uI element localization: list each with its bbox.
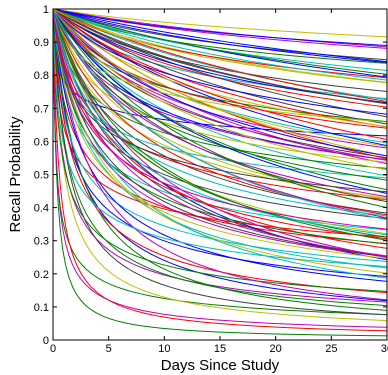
y-tick-label: 0.1: [34, 302, 49, 314]
x-tick-label: 5: [106, 343, 112, 355]
series-line-98: [53, 9, 387, 193]
series-line-93: [53, 9, 387, 75]
y-tick-label: 0.3: [34, 236, 49, 248]
y-tick-label: 0.6: [34, 136, 49, 148]
series-line-92: [53, 9, 387, 115]
series-line-103: [53, 9, 387, 230]
x-tick-label: 10: [158, 343, 170, 355]
series-line-15: [53, 9, 387, 302]
x-tick-label: 0: [50, 343, 56, 355]
series-line-94: [53, 9, 387, 240]
series-line-56: [53, 9, 387, 125]
y-tick-label: 0.7: [34, 103, 49, 115]
series-line-75: [53, 9, 387, 198]
x-axis-label: Days Since Study: [161, 357, 280, 374]
y-tick-label: 0.9: [34, 37, 49, 49]
series-line-99: [53, 9, 387, 47]
x-tick-label: 15: [214, 343, 226, 355]
series-line-81: [53, 9, 387, 268]
series-line-95: [53, 9, 387, 221]
series-line-30: [53, 9, 387, 311]
series-line-63: [53, 9, 387, 258]
series-line-57: [53, 9, 387, 282]
series-line-97: [53, 9, 387, 147]
series-line-44: [53, 9, 387, 292]
axis-ticks: 0 5 10 15 20 25 30 0 0.1 0.2 0.3 0.4 0.5 0.6 0.7 0.8 0.9…: [34, 4, 388, 355]
y-tick-label: 0.5: [34, 170, 49, 182]
series-lines: [53, 9, 387, 337]
series-line-84: [53, 9, 387, 316]
series-line-27: [53, 9, 387, 322]
series-line-38: [53, 9, 387, 294]
series-line-76: [53, 9, 387, 157]
series-line-102: [53, 9, 387, 236]
x-tick-label: 20: [270, 343, 282, 355]
series-line-85: [53, 9, 387, 194]
y-tick-label: 0.2: [34, 269, 49, 281]
series-line-69: [53, 9, 387, 259]
series-line-73: [53, 9, 387, 332]
series-line-101: [53, 9, 387, 140]
x-tick-label: 25: [325, 343, 337, 355]
series-line-46: [53, 9, 387, 279]
series-line-9: [53, 9, 387, 337]
y-tick-label: 0.4: [34, 203, 49, 215]
y-axis-label: Recall Probability: [7, 116, 24, 232]
series-line-12: [53, 9, 387, 328]
y-tick-label: 0.8: [34, 70, 49, 82]
y-tick-label: 0: [43, 335, 49, 347]
series-line-104: [53, 9, 387, 84]
y-tick-label: 1: [43, 4, 49, 16]
x-tick-label: 30: [381, 343, 388, 355]
